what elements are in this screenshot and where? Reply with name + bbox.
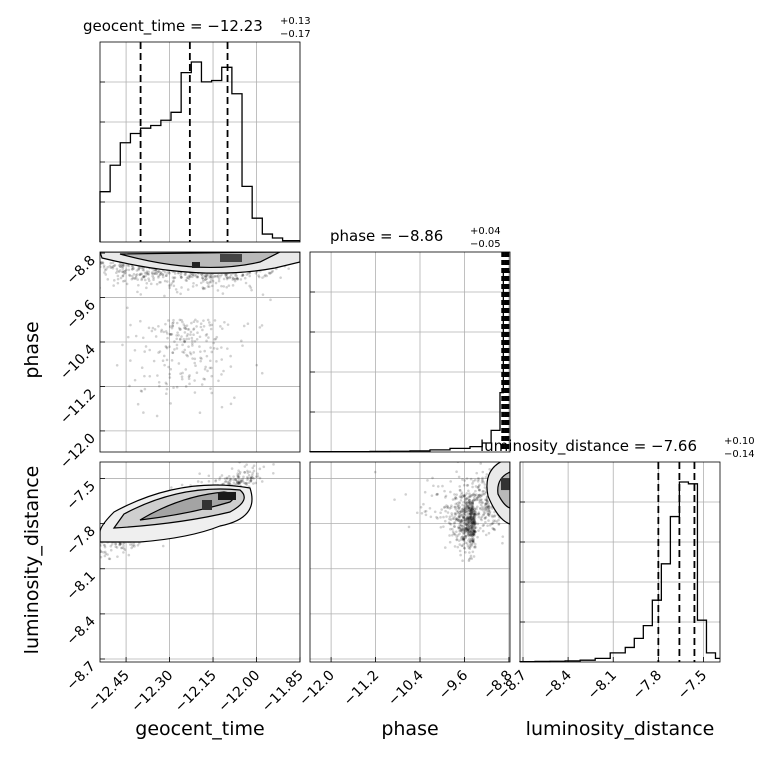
ytick-label-luminosity-distance-4: −7.5 xyxy=(63,478,98,513)
hist-geocent-time-bar-5 xyxy=(151,126,161,242)
xtick-label-geocent-time-2: −12.15 xyxy=(172,668,220,716)
hist-geocent-time-bar-11 xyxy=(212,81,222,242)
hist-geocent-time-bar-9 xyxy=(191,62,201,242)
hist-geocent-time-bar-1 xyxy=(110,165,120,242)
title-geocent-time-minus: −0.17 xyxy=(280,29,311,40)
hist-luminosity-distance-bar-16 xyxy=(706,653,715,662)
title-phase-plus: +0.04 xyxy=(470,226,501,237)
scatter-luminosity-distance-vs-phase-contour-core xyxy=(501,478,510,491)
xtick-label-phase-3: −9.6 xyxy=(436,667,471,702)
xtick-label-phase-0: −12.0 xyxy=(296,668,338,710)
scatter-phase-vs-geocent-time-contour-peak xyxy=(192,262,200,268)
scatter-phase-vs-geocent-time-frame xyxy=(99,251,301,453)
hist-luminosity-distance-bg xyxy=(520,462,720,662)
hist-luminosity-distance-bar-6 xyxy=(610,653,625,662)
hist-geocent-time-step xyxy=(99,61,300,242)
title-luminosity-distance-minus: −0.14 xyxy=(724,449,755,460)
scatter-phase-vs-geocent-time-contour-core xyxy=(220,254,242,262)
ytick-label-phase-1: −11.2 xyxy=(57,386,99,428)
ytick-label-phase-0: −12.0 xyxy=(57,430,99,472)
scatter-luminosity-distance-vs-phase-contours xyxy=(486,462,510,525)
hist-geocent-time-bar-7 xyxy=(171,112,181,242)
xlabel-geocent-time: geocent_time xyxy=(135,718,264,740)
ytick-label-phase-4: −8.8 xyxy=(63,253,98,288)
hist-geocent-time-bar-6 xyxy=(161,120,171,242)
xtick-label-geocent-time-1: −12.30 xyxy=(128,668,176,716)
hist-geocent-time-bar-2 xyxy=(120,143,130,242)
xtick-label-phase-1: −11.2 xyxy=(341,668,383,710)
xtick-label-luminosity-distance-3: −7.8 xyxy=(630,668,665,703)
title-luminosity-distance: luminosity_distance = −7.66 xyxy=(480,437,697,456)
hist-geocent-time-bar-13 xyxy=(232,94,242,242)
hist-geocent-time-bar-10 xyxy=(201,82,211,242)
hist-geocent-time-bar-0 xyxy=(100,192,110,242)
ytick-label-luminosity-distance-1: −8.4 xyxy=(63,613,98,648)
scatter-phase-vs-geocent-time-contours xyxy=(100,252,300,274)
scatter-phase-vs-geocent-time-bg xyxy=(100,252,300,452)
hist-geocent-time-bar-3 xyxy=(130,133,140,242)
xtick-label-phase-2: −10.4 xyxy=(385,667,427,709)
title-luminosity-distance-plus: +0.10 xyxy=(724,436,755,447)
xlabel-phase: phase xyxy=(381,718,438,740)
hist-luminosity-distance-bar-10 xyxy=(652,600,661,662)
hist-luminosity-distance-bar-14 xyxy=(688,484,697,662)
ytick-label-luminosity-distance-2: −8.1 xyxy=(63,568,98,603)
xtick-label-geocent-time-4: −11.85 xyxy=(259,668,307,716)
hist-luminosity-distance-frame xyxy=(519,461,721,663)
title-geocent-time: geocent_time = −12.23 xyxy=(83,17,263,36)
hist-luminosity-distance-bar-12 xyxy=(670,517,679,662)
scatter-luminosity-distance-vs-geocent-time-contour-peak xyxy=(202,500,212,510)
hist-phase-bg xyxy=(310,252,510,452)
hist-luminosity-distance-bar-7 xyxy=(625,647,634,662)
hist-luminosity-distance-bar-9 xyxy=(643,626,652,662)
scatter-luminosity-distance-vs-geocent-time-frame xyxy=(99,461,301,663)
title-phase-minus: −0.05 xyxy=(470,239,501,250)
hist-geocent-time-bar-15 xyxy=(252,218,262,242)
hist-geocent-time-bg xyxy=(100,42,300,242)
hist-luminosity-distance-bar-15 xyxy=(697,620,706,662)
ytick-label-luminosity-distance-3: −7.8 xyxy=(63,523,98,558)
hist-geocent-time-bar-4 xyxy=(141,128,151,242)
title-phase: phase = −8.86 xyxy=(330,227,443,245)
ylabel-phase: phase xyxy=(21,321,43,378)
ytick-label-phase-3: −9.6 xyxy=(63,297,98,332)
hist-geocent-time-bar-14 xyxy=(242,186,252,242)
scatter-luminosity-distance-vs-phase-points xyxy=(373,462,507,563)
hist-phase-frame xyxy=(309,251,511,453)
xlabel-luminosity-distance: luminosity_distance xyxy=(526,718,715,740)
title-geocent-time-plus: +0.13 xyxy=(280,16,311,27)
ytick-label-phase-2: −10.4 xyxy=(57,341,99,383)
hist-geocent-time-frame xyxy=(99,41,301,243)
xtick-label-luminosity-distance-4: −7.5 xyxy=(675,668,710,703)
hist-luminosity-distance-bar-11 xyxy=(661,564,670,662)
scatter-luminosity-distance-vs-geocent-time-contours xyxy=(100,484,253,543)
hist-geocent-time-bar-16 xyxy=(262,234,272,242)
hist-luminosity-distance-bar-8 xyxy=(634,638,643,662)
hist-luminosity-distance-bar-13 xyxy=(679,482,688,662)
xtick-label-geocent-time-3: −12.00 xyxy=(215,668,263,716)
ylabel-luminosity-distance: luminosity_distance xyxy=(21,466,43,655)
scatter-luminosity-distance-vs-phase-frame xyxy=(309,461,511,663)
xtick-label-luminosity-distance-1: −8.4 xyxy=(540,667,575,702)
ytick-label-luminosity-distance-0: −8.7 xyxy=(63,659,98,694)
scatter-luminosity-distance-vs-geocent-time-contour-core xyxy=(218,492,236,500)
xtick-label-luminosity-distance-2: −8.1 xyxy=(585,668,620,703)
hist-luminosity-distance-step xyxy=(519,481,720,663)
scatter-luminosity-distance-vs-phase-bg xyxy=(310,462,510,662)
